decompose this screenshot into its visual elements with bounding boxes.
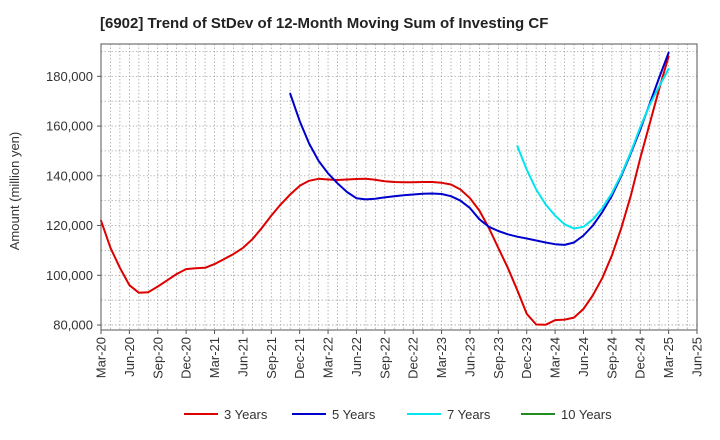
x-tick-label: Sep-23 [491,337,506,379]
x-tick-label: Jun-23 [462,337,477,377]
x-tick-label: Jun-22 [349,337,364,377]
y-tick-label: 160,000 [46,119,93,134]
y-tick-label: 80,000 [53,318,93,333]
x-tick-label: Jun-25 [690,337,705,377]
axes: 80,000 100,000 120,000 140,000 160,000 180,00… [46,43,705,379]
y-axis-label: Amount (million yen) [7,132,22,251]
x-tick-label: Jun-21 [235,337,250,377]
legend-label: 7 Years [447,407,491,422]
x-tick-label: Mar-20 [94,337,109,378]
y-tick-label: 140,000 [46,168,93,183]
y-tick-label: 120,000 [46,218,93,233]
x-tick-label: Mar-21 [207,337,222,378]
x-tick-label: Jun-20 [122,337,137,377]
series-line-7-years [516,67,670,230]
x-tick-label: Mar-23 [434,337,449,378]
series-line-3-years [100,55,670,326]
x-tick-label: Dec-21 [292,337,307,379]
x-tick-label: Mar-22 [321,337,336,378]
y-tick-label: 180,000 [46,69,93,84]
x-tick-label: Mar-24 [548,337,563,378]
chart-title: [6902] Trend of StDev of 12-Month Moving… [100,15,548,32]
plot-frame [100,43,698,331]
x-tick-label: Jun-24 [576,337,591,377]
legend: 3 Years 5 Years 7 Years 10 Years [184,407,612,422]
series-layer [100,51,670,326]
legend-label: 3 Years [224,407,268,422]
x-tick-label: Dec-20 [179,337,194,379]
x-tick-label: Sep-20 [150,337,165,379]
x-tick-label: Sep-24 [604,337,619,379]
x-tick-label: Dec-22 [406,337,421,379]
gridlines [100,44,698,330]
x-tick-label: Dec-23 [519,337,534,379]
x-tick-label: Sep-21 [264,337,279,379]
x-tick-label: Mar-25 [661,337,676,378]
y-tick-label: 100,000 [46,268,93,283]
x-tick-label: Sep-22 [377,337,392,379]
legend-label: 10 Years [561,407,612,422]
series-line-5-years [289,51,670,246]
legend-label: 5 Years [332,407,376,422]
x-tick-label: Dec-24 [633,337,648,379]
